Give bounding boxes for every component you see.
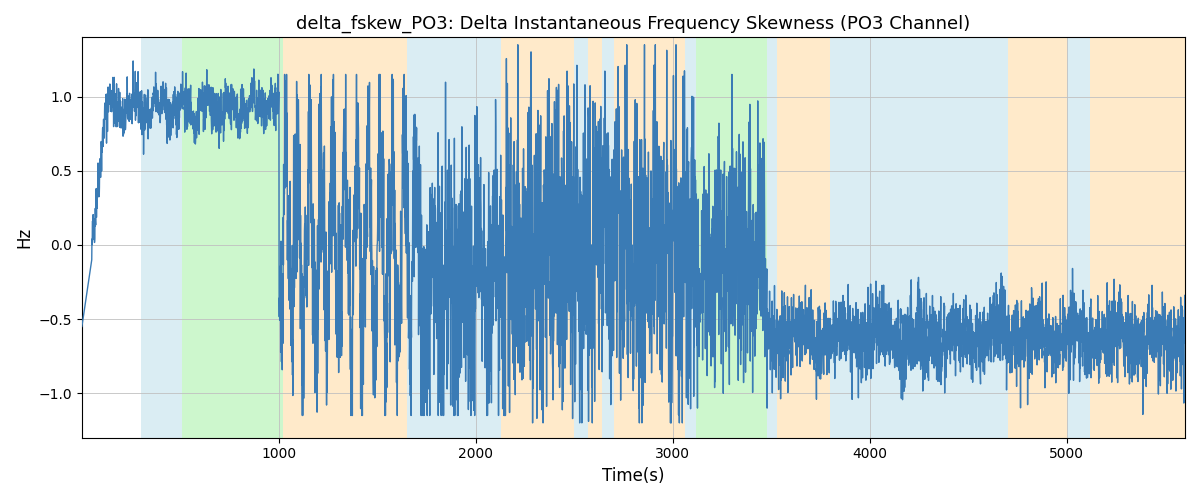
- Bar: [602, 38, 613, 438]
- Bar: [140, 38, 182, 438]
- Bar: [1008, 38, 1067, 438]
- Bar: [502, 38, 575, 438]
- Bar: [575, 38, 588, 438]
- Bar: [407, 38, 450, 438]
- Bar: [767, 38, 778, 438]
- Bar: [450, 38, 502, 438]
- Bar: [182, 38, 283, 438]
- Bar: [588, 38, 602, 438]
- Bar: [696, 38, 767, 438]
- Bar: [778, 38, 830, 438]
- Bar: [1067, 38, 1091, 438]
- X-axis label: Time(s): Time(s): [602, 467, 665, 485]
- Y-axis label: Hz: Hz: [14, 227, 32, 248]
- Bar: [1091, 38, 1186, 438]
- Bar: [830, 38, 1008, 438]
- Bar: [283, 38, 407, 438]
- Title: delta_fskew_PO3: Delta Instantaneous Frequency Skewness (PO3 Channel): delta_fskew_PO3: Delta Instantaneous Fre…: [296, 15, 971, 34]
- Bar: [685, 38, 696, 438]
- Bar: [613, 38, 685, 438]
